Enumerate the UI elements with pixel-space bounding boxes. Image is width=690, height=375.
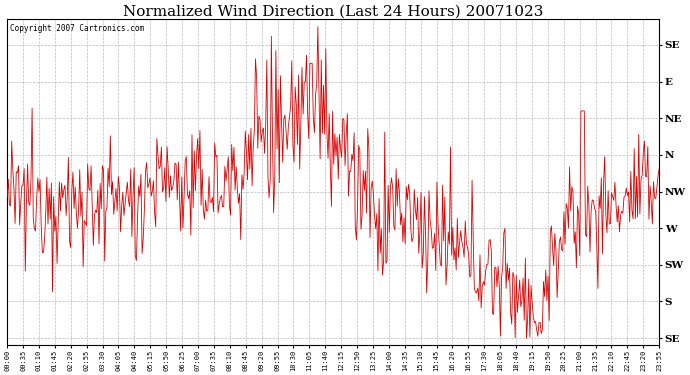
Title: Normalized Wind Direction (Last 24 Hours) 20071023: Normalized Wind Direction (Last 24 Hours… [123, 4, 543, 18]
Text: Copyright 2007 Cartronics.com: Copyright 2007 Cartronics.com [10, 24, 144, 33]
